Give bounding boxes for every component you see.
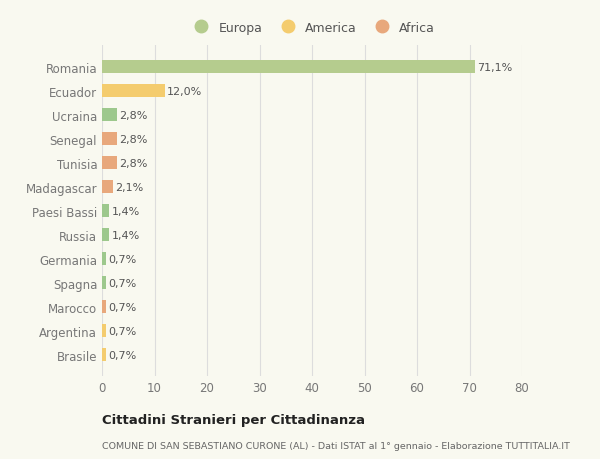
- Text: 0,7%: 0,7%: [108, 278, 136, 288]
- Text: 0,7%: 0,7%: [108, 350, 136, 360]
- Text: 12,0%: 12,0%: [167, 86, 202, 96]
- Text: 1,4%: 1,4%: [112, 230, 140, 240]
- Text: 1,4%: 1,4%: [112, 206, 140, 216]
- Bar: [102, 348, 106, 361]
- Bar: [102, 109, 117, 122]
- Bar: [102, 157, 117, 170]
- Text: COMUNE DI SAN SEBASTIANO CURONE (AL) - Dati ISTAT al 1° gennaio - Elaborazione T: COMUNE DI SAN SEBASTIANO CURONE (AL) - D…: [102, 441, 570, 450]
- Bar: [102, 181, 113, 194]
- Bar: [102, 252, 106, 266]
- Text: 2,1%: 2,1%: [115, 182, 143, 192]
- Text: 2,8%: 2,8%: [119, 111, 147, 120]
- Text: Cittadini Stranieri per Cittadinanza: Cittadini Stranieri per Cittadinanza: [102, 413, 365, 426]
- Bar: [102, 85, 165, 98]
- Bar: [102, 61, 475, 74]
- Bar: [102, 300, 106, 313]
- Bar: [102, 276, 106, 290]
- Text: 2,8%: 2,8%: [119, 134, 147, 144]
- Text: 0,7%: 0,7%: [108, 254, 136, 264]
- Text: 2,8%: 2,8%: [119, 158, 147, 168]
- Bar: [102, 205, 109, 218]
- Bar: [102, 324, 106, 337]
- Bar: [102, 229, 109, 241]
- Text: 71,1%: 71,1%: [478, 62, 512, 73]
- Legend: Europa, America, Africa: Europa, America, Africa: [186, 19, 438, 37]
- Bar: [102, 133, 117, 146]
- Text: 0,7%: 0,7%: [108, 326, 136, 336]
- Text: 0,7%: 0,7%: [108, 302, 136, 312]
